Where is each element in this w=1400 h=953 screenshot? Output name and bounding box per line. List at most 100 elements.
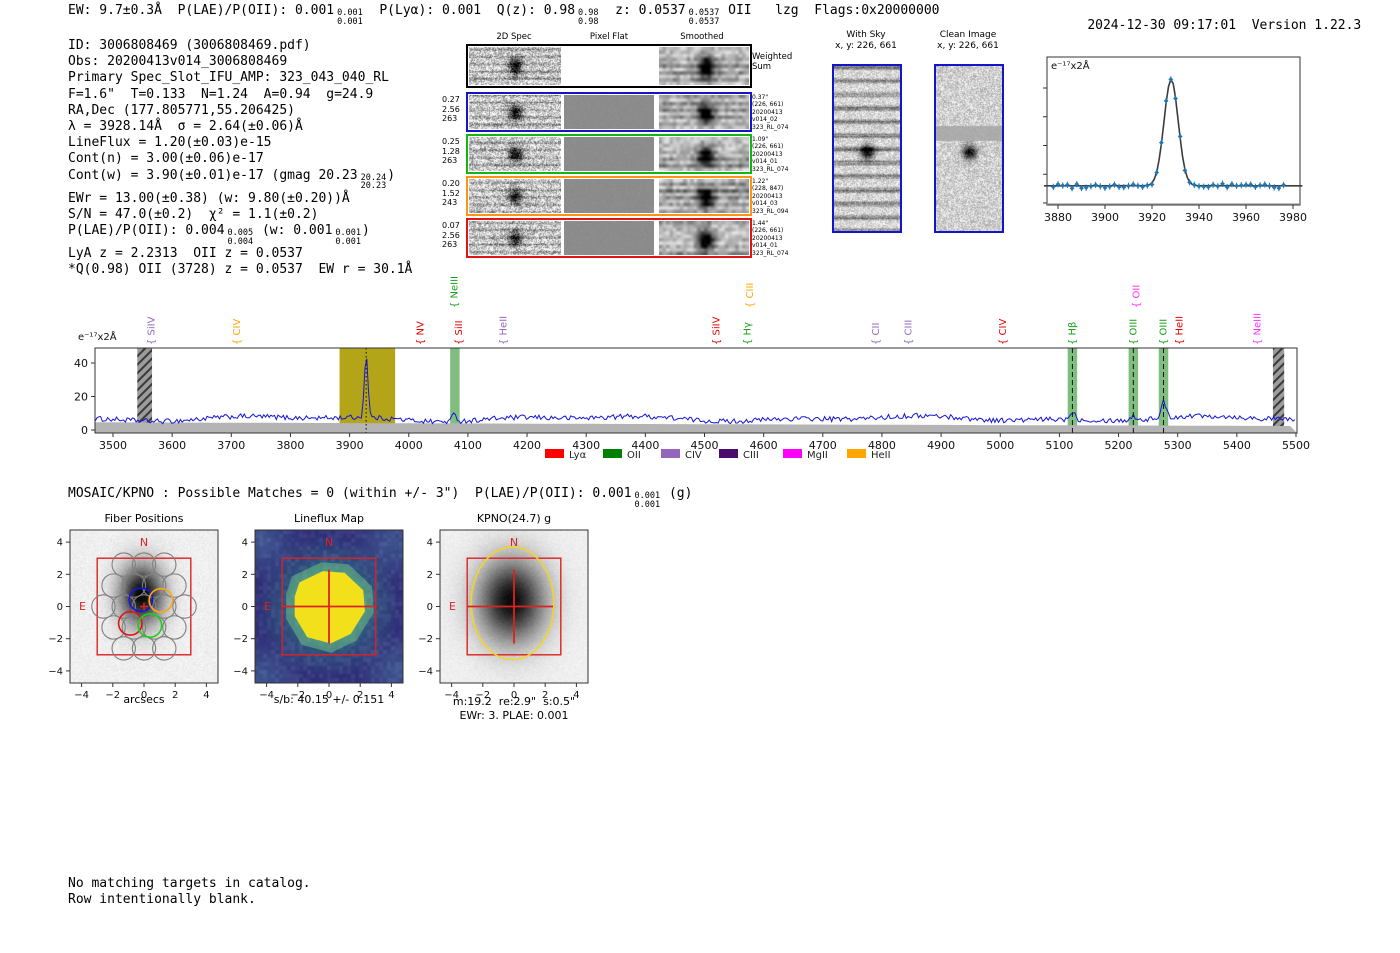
info-line: λ = 3928.14Å σ = 2.64(±0.06)Å [68, 119, 303, 135]
compass-north-label: N [510, 536, 518, 549]
header-timestamp: 2024-12-30 09:17:01 Version 1.22.3 [1056, 3, 1361, 48]
pixelflat-image [564, 179, 654, 213]
smoothed-image [659, 95, 749, 129]
line-label-OIII: { OIII [1159, 319, 1170, 345]
x-axis: 3880 3900 3920 3940 3960 3980 [1044, 205, 1307, 224]
fiber-positions-title: Fiber Positions [104, 512, 184, 525]
cutout-row [466, 92, 752, 132]
info-line: S/N = 47.0(±0.2) χ² = 1.1(±0.2) [68, 206, 319, 222]
svg-text:2: 2 [172, 690, 178, 701]
clean-title-text: Clean Image [939, 30, 997, 40]
header-summary: EW: 9.7±0.3Å P(LAE)/P(OII): 0.001 0.001 0.… [68, 3, 940, 27]
svg-text:5100: 5100 [1045, 439, 1073, 452]
line-label-SiII: { SiII [454, 320, 465, 345]
line-label-OIII: { OIII [1128, 319, 1139, 345]
highlight-fiber [148, 587, 174, 613]
smoothed-image [659, 47, 749, 85]
fiber-circles [91, 552, 197, 661]
svg-text:4100: 4100 [454, 439, 482, 452]
lineflux-map-title: Lineflux Map [293, 512, 365, 525]
compass-north-label: N [140, 536, 148, 549]
stacked-uncertainty: 0.0537 0.0537 [688, 8, 720, 27]
svg-text:Lyα: Lyα [569, 450, 587, 461]
svg-text:0: 0 [326, 690, 332, 701]
svg-text:0: 0 [81, 424, 88, 437]
y-axis: 0 20 40 [74, 357, 95, 437]
cutout-left-weights: 0.27 2.56 263 [442, 95, 460, 123]
plot-box [1046, 56, 1301, 206]
svg-text:−2: −2 [105, 690, 120, 701]
svg-text:4600: 4600 [750, 439, 778, 452]
line-label-OII: { OII [1131, 285, 1142, 308]
x-axis: 3500 3600 3700 3800 3900 4000 4100 4200 4300 4400… [99, 433, 1310, 452]
line-label-CII: { CII [871, 323, 882, 345]
pixelflat-image [564, 221, 654, 255]
compass-north-label: N [325, 536, 333, 549]
compass-east-label: E [264, 600, 271, 613]
line-fit-chart: 3880 3900 3920 3940 3960 3980 010203040 e⁻¹⁷x2Å [1043, 56, 1307, 224]
cutout-left-weights: 0.25 1.28 263 [442, 137, 460, 165]
plot-box [94, 347, 1298, 434]
x-axis: −4 −2 0 2 4 [74, 683, 210, 701]
svg-text:−4: −4 [233, 666, 248, 677]
svg-text:CIII: CIII [743, 450, 759, 461]
fiber-xlabel: arcsecs [123, 693, 165, 706]
spec2d-image [469, 221, 561, 255]
smoothed-image [659, 179, 749, 213]
flux-units-label: e⁻¹⁷x2Å [1051, 59, 1090, 72]
svg-text:3900: 3900 [1091, 211, 1119, 224]
svg-text:−2: −2 [290, 690, 305, 701]
withsky-image [832, 64, 902, 233]
info-line: Cont(n) = 3.00(±0.06)e-17 [68, 151, 264, 167]
svg-text:3600: 3600 [158, 439, 186, 452]
svg-text:20: 20 [74, 391, 88, 404]
info-line: F=1.6" T=0.133 N=1.24 A=0.94 g=24.9 [68, 86, 374, 102]
svg-text:−2: −2 [475, 690, 490, 701]
cutout-left-weights: 0.07 2.56 263 [442, 221, 460, 249]
svg-text:MgII: MgII [807, 450, 828, 461]
report-version: Version 1.22.3 [1251, 18, 1362, 33]
info-line: P(LAE)/P(OII): 0.004 0.005 0.004 (w: 0.001… [68, 223, 370, 247]
cutout-row [466, 218, 752, 258]
svg-text:4800: 4800 [868, 439, 896, 452]
info-line: ID: 3006808469 (3006808469.pdf) [68, 38, 311, 53]
cutout-right-meta: 0.37" (226, 661) 20200413 v014_02 323_RL_074 [752, 94, 789, 131]
svg-text:5400: 5400 [1223, 439, 1251, 452]
line-label-CIII: { CIII [745, 283, 756, 308]
cutout-right-meta: 1.44" (226, 661) 20200413 v014_01 323_RL_074 [752, 220, 789, 257]
y-axis: −4 −2 0 2 4 [48, 538, 70, 677]
svg-text:5500: 5500 [1282, 439, 1310, 452]
spec2d-image [469, 47, 561, 85]
svg-text:OII: OII [627, 450, 641, 461]
line-label-SiIV: { SiIV [146, 316, 157, 345]
lineflux-xlabel: s/b: 40.15 +/- 0.151 [273, 693, 385, 706]
svg-text:4700: 4700 [809, 439, 837, 452]
svg-text:5200: 5200 [1105, 439, 1133, 452]
error-band [95, 422, 1297, 433]
svg-text:2: 2 [57, 570, 63, 581]
svg-text:−4: −4 [444, 690, 459, 701]
line-label-HeII: { HeII [1174, 316, 1185, 345]
x-axis: −4 −2 0 2 4 [444, 683, 580, 701]
flux-units-label: e⁻¹⁷x2Å [78, 330, 117, 343]
clean-xy: x, y: 226, 661 [937, 41, 999, 51]
svg-text:4: 4 [203, 690, 209, 701]
center-cross [140, 602, 148, 611]
svg-text:4400: 4400 [631, 439, 659, 452]
line-label-NeIII: { NeIII [1253, 313, 1264, 345]
line-label-Hγ: { Hγ [743, 322, 754, 345]
y-axis: 010203040 [1043, 87, 1047, 204]
smoothed-image [659, 137, 749, 171]
svg-text:CIV: CIV [685, 450, 702, 461]
info-line: RA,Dec (177.805771,55.206425) [68, 102, 295, 118]
detection-info-block: ID: 3006808469 (3006808469.pdf) Obs: 2020… [68, 38, 412, 278]
svg-text:2: 2 [427, 570, 433, 581]
svg-text:4: 4 [427, 538, 433, 549]
svg-text:3960: 3960 [1232, 211, 1260, 224]
info-line: LineFlux = 1.20(±0.03)e-15 [68, 135, 272, 151]
svg-text:4: 4 [57, 538, 63, 549]
svg-text:2: 2 [542, 690, 548, 701]
svg-text:0: 0 [141, 690, 147, 701]
line-label-SiIV: { SiIV [711, 316, 722, 345]
highlight-fiber [137, 613, 163, 638]
